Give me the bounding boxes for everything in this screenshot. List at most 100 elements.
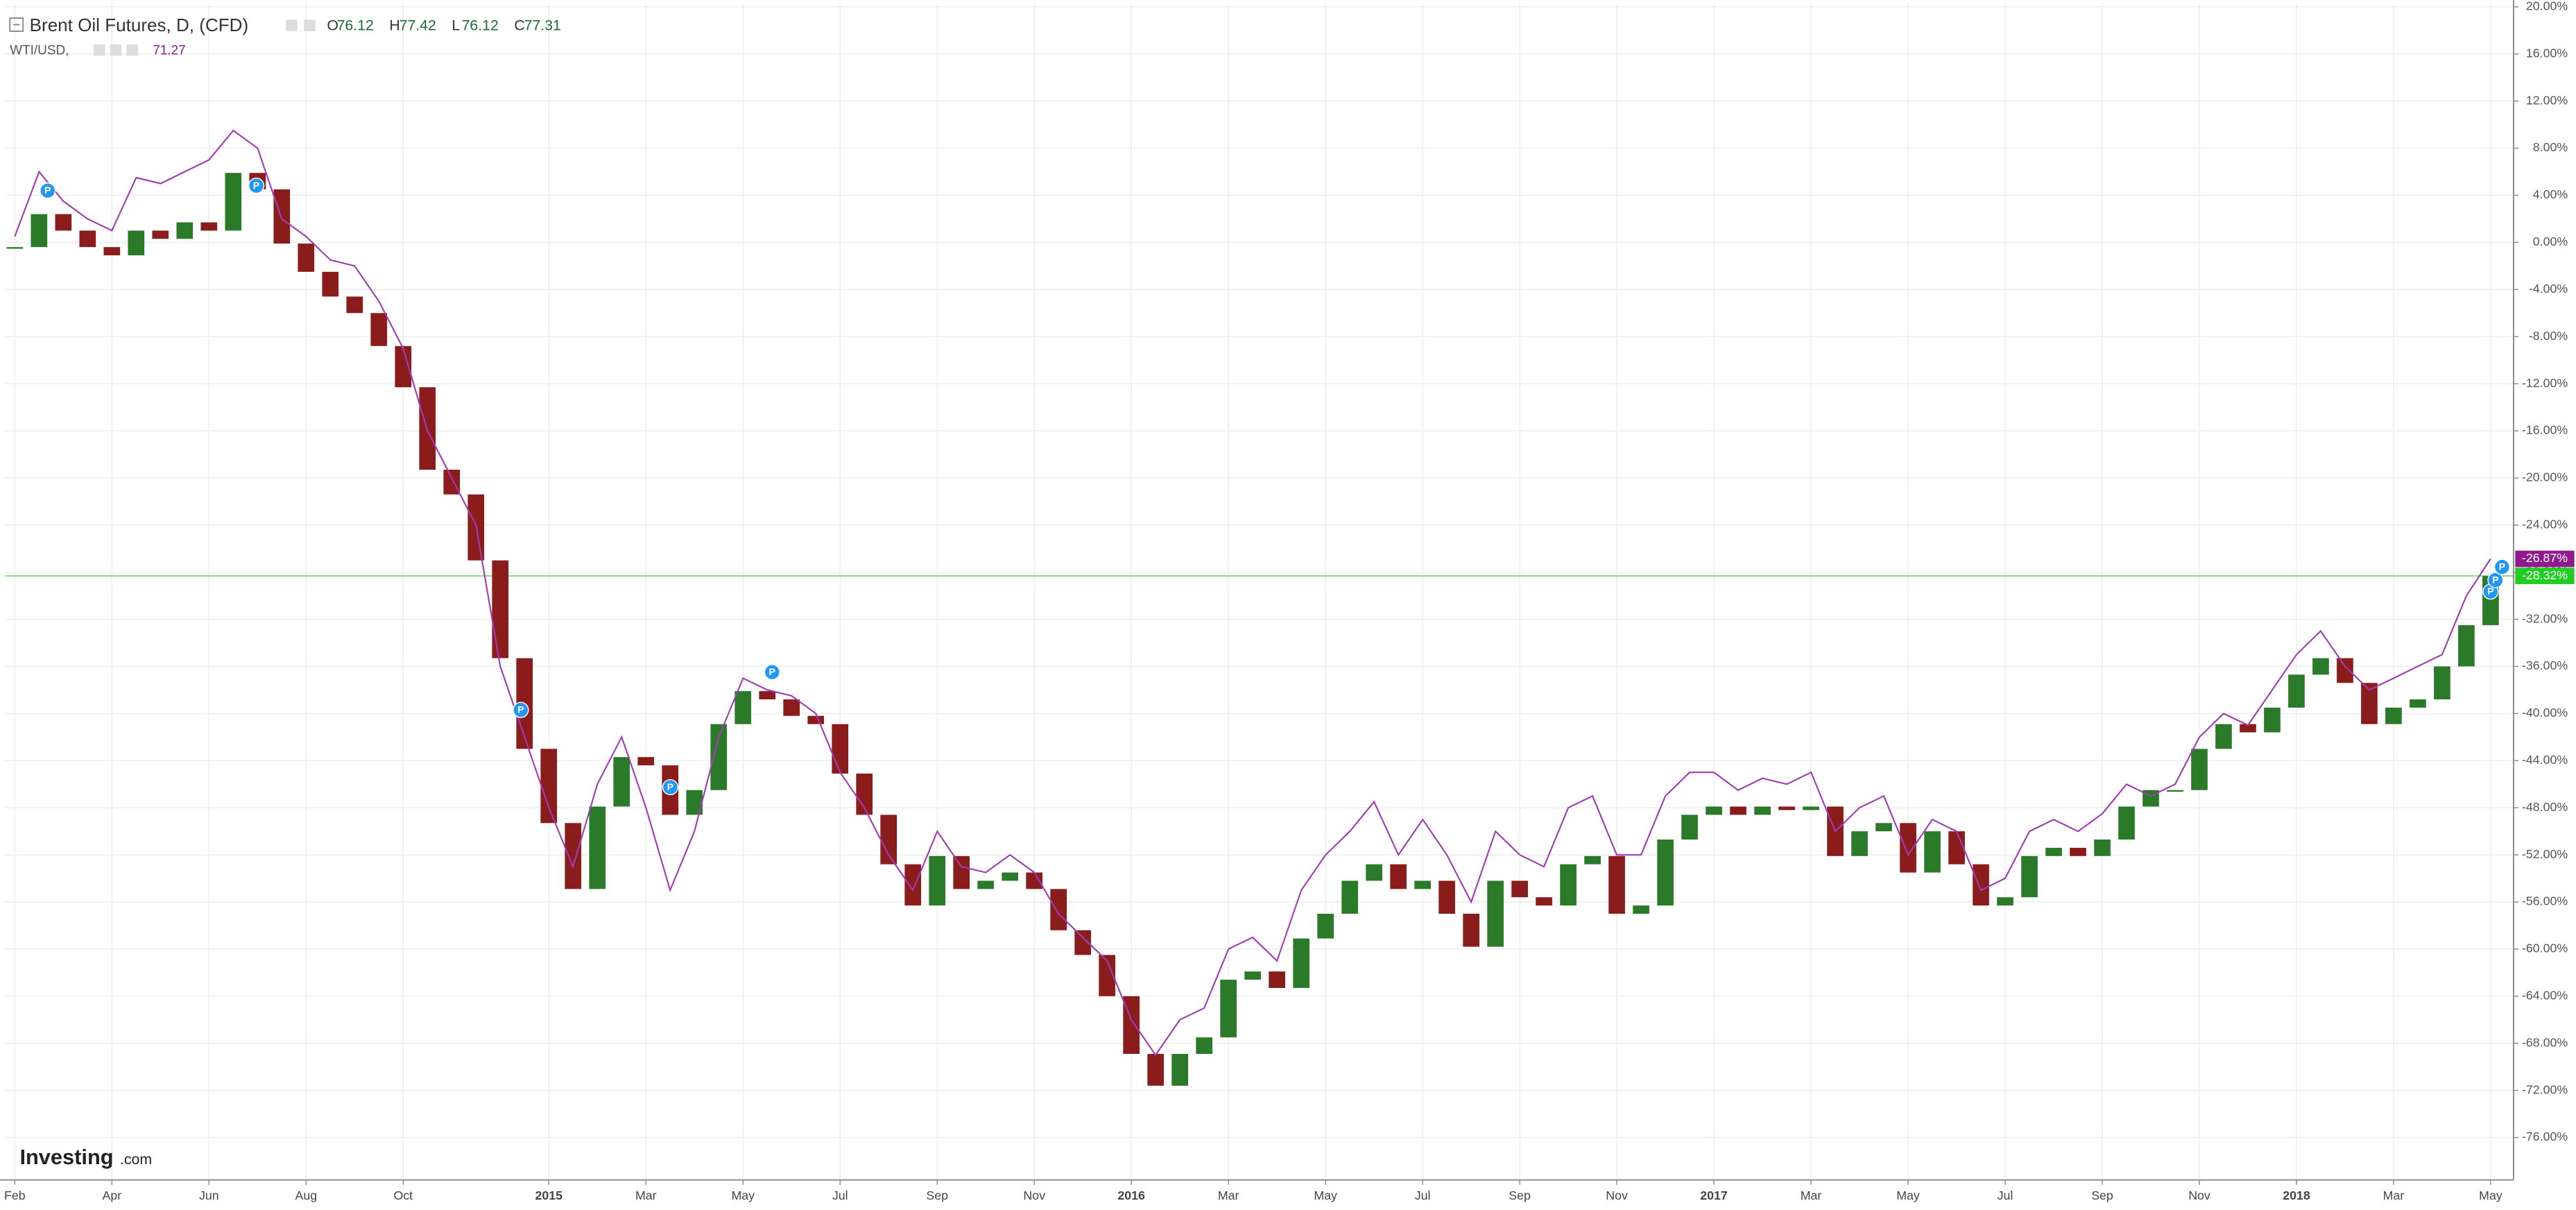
candle: [759, 691, 776, 700]
x-tick-label: Nov: [2188, 1188, 2210, 1202]
ohlc-label: C: [514, 17, 524, 34]
x-tick-label: 2018: [2283, 1188, 2310, 1202]
candle: [1244, 971, 1261, 980]
candle: [492, 560, 509, 658]
candle: [1584, 855, 1601, 864]
settings-icon[interactable]: [286, 19, 298, 32]
x-tick-label: Mar: [1801, 1188, 1822, 1202]
event-marker[interactable]: [764, 664, 780, 681]
candle: [2264, 707, 2281, 733]
hide-icon[interactable]: [304, 19, 316, 32]
candle: [1900, 823, 1916, 873]
candle: [1050, 889, 1067, 930]
y-tick-label: -52.00%: [2522, 847, 2568, 861]
event-marker[interactable]: [2487, 572, 2504, 588]
candle: [637, 757, 655, 766]
candle: [880, 815, 898, 864]
candle: [2288, 674, 2305, 708]
y-tick-label: -40.00%: [2522, 706, 2568, 719]
event-marker-label: P: [2487, 586, 2493, 597]
candle: [443, 469, 461, 495]
candle: [176, 222, 194, 239]
y-tick-label: -20.00%: [2522, 470, 2568, 484]
x-tick-label: Jul: [1415, 1188, 1431, 1202]
x-tick-label: Jul: [1998, 1188, 2013, 1202]
collapse-icon[interactable]: [9, 17, 24, 32]
price-tag: [2515, 550, 2575, 568]
candle: [807, 715, 825, 724]
candle: [31, 214, 48, 248]
candle: [322, 271, 339, 297]
candle: [1341, 880, 1358, 914]
candle: [1002, 872, 1019, 881]
y-tick-label: -60.00%: [2522, 941, 2568, 955]
event-marker-label: P: [253, 180, 259, 191]
candle: [1706, 806, 1722, 815]
candle: [2240, 724, 2256, 733]
ohlc-value: 76.12: [337, 17, 374, 34]
x-tick-label: 2015: [535, 1188, 563, 1202]
candle: [346, 296, 363, 314]
remove-icon[interactable]: [126, 44, 138, 56]
x-tick-label: 2016: [1117, 1188, 1145, 1202]
x-tick-label: Nov: [1023, 1188, 1045, 1202]
candle: [904, 864, 922, 906]
price-tag: [2515, 568, 2575, 584]
x-tick-label: May: [1314, 1188, 1337, 1202]
event-marker[interactable]: [248, 178, 265, 194]
candle: [565, 823, 582, 889]
event-marker[interactable]: [513, 701, 529, 718]
y-tick-label: -64.00%: [2522, 989, 2568, 1003]
x-tick-label: Jul: [832, 1188, 848, 1202]
line-series: [14, 129, 2491, 1057]
x-tick-label: Sep: [1509, 1188, 1531, 1202]
compare-title: WTI/USD,: [10, 43, 69, 58]
event-marker-label: P: [667, 782, 673, 793]
x-tick-label: Mar: [635, 1188, 657, 1202]
candle: [1778, 806, 1795, 810]
candle: [1973, 864, 1989, 906]
event-marker[interactable]: [40, 182, 56, 199]
candle: [1147, 1054, 1164, 1086]
event-marker[interactable]: [2493, 559, 2511, 575]
candle: [832, 724, 849, 774]
x-tick-label: Aug: [295, 1188, 317, 1202]
event-marker[interactable]: [662, 778, 679, 796]
candle: [200, 222, 218, 231]
candle: [1633, 905, 1649, 914]
candle: [1851, 831, 1868, 856]
event-marker-label: P: [517, 705, 524, 716]
candle: [1220, 980, 1237, 1038]
ohlc-value: 77.42: [400, 17, 436, 34]
event-marker-label: P: [2492, 575, 2498, 586]
settings-icon[interactable]: [94, 44, 105, 56]
candle: [929, 855, 946, 906]
y-tick-label: -12.00%: [2522, 376, 2568, 390]
candle: [2118, 806, 2135, 840]
logo: Investing .com: [19, 1145, 152, 1169]
candle: [2191, 749, 2208, 790]
candle: [1560, 864, 1577, 906]
candle: [152, 230, 169, 239]
candle: [686, 790, 703, 815]
candle: [2045, 847, 2062, 856]
y-tick-label: 20.00%: [2526, 0, 2568, 13]
candle: [103, 247, 121, 256]
series-title: Brent Oil Futures, D, (CFD): [30, 15, 249, 35]
price-tags: -28.32% -26.87%: [2515, 550, 2575, 584]
y-tick-label: -16.00%: [2522, 423, 2568, 437]
candle: [1487, 880, 1504, 947]
x-tick-label: Nov: [1606, 1188, 1628, 1202]
candle: [1390, 864, 1407, 889]
x-tick-label: May: [731, 1188, 755, 1202]
candle: [395, 346, 412, 388]
y-tick-label: -36.00%: [2522, 658, 2568, 672]
candle: [1293, 938, 1310, 988]
ohlc-label: H: [389, 17, 400, 34]
x-tick-label: 2017: [1700, 1188, 1728, 1202]
hide-icon[interactable]: [110, 44, 122, 56]
candle: [128, 230, 145, 256]
candle: [2312, 658, 2329, 675]
